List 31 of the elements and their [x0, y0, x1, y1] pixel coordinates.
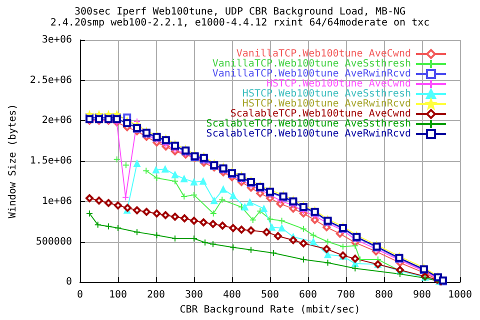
chart-subtitle: 2.4.20smp web100-2.2.1, e1000-4.4.12 rxint 64/64moderate on txc [50, 18, 430, 28]
legend-label: ScalableTCP.Web100tune AveRwinRcvd [206, 128, 411, 140]
x-tick-label: 0 [76, 290, 84, 301]
x-tick-label: 100 [108, 290, 128, 301]
x-tick-label: 1000 [448, 290, 472, 301]
y-tick-label: 1e+06 [42, 196, 72, 207]
chart-title: 300sec Iperf Web100tune, UDP CBR Background Load, MB-NG [74, 6, 406, 18]
y-axis-title: Window Size (bytes) [8, 104, 18, 218]
y-tick-label: 2e+06 [42, 115, 72, 126]
legend-label: ScalableTCP.Web100tune AveCwnd [230, 108, 411, 120]
x-tick-label: 500 [260, 290, 280, 301]
y-tick-label: 1.5e+06 [30, 156, 72, 167]
y-tick-label: 2.5e+06 [30, 74, 72, 86]
x-tick-label: 300 [184, 290, 204, 301]
legend-label: HSTCP.Web100tune AveSsthresh [242, 88, 411, 100]
x-tick-label: 600 [298, 290, 318, 301]
legend-label: HSTCP.Web100tune AveCwnd [266, 78, 411, 90]
x-tick-label: 800 [374, 290, 394, 301]
legend-label: VanillaTCP.Web100tune AveCwnd [236, 48, 411, 60]
x-tick-label: 900 [412, 290, 432, 301]
x-tick-label: 700 [336, 290, 356, 301]
legend-label: HSTCP.Web100tune AveRwinRcvd [242, 98, 411, 110]
y-tick-label: 0 [66, 276, 72, 288]
legend-label: VanillaTCP.Web100tune AveRwinRcvd [212, 68, 411, 80]
x-axis-title: CBR Background Rate (mbit/sec) [180, 304, 360, 316]
legend-label: ScalableTCP.Web100tune AveSsthresh [206, 118, 411, 130]
y-tick-label: 3e+06 [42, 34, 72, 46]
x-tick-label: 200 [146, 290, 166, 301]
x-tick-label: 400 [222, 290, 242, 301]
y-tick-label: 500000 [36, 236, 72, 248]
legend-label: VanillaTCP.Web100tune AveSsthresh [212, 58, 411, 70]
